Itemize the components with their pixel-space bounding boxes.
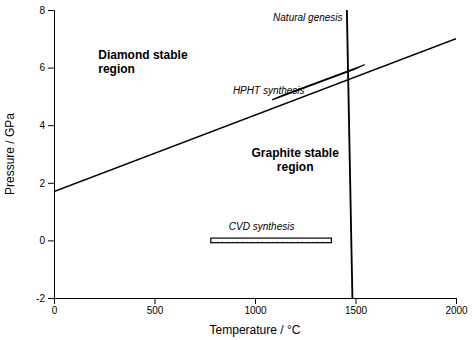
labels: Natural genesis HPHT synthesis CVD synthes… (98, 12, 342, 232)
tick: 4 (39, 120, 54, 131)
annotation-line: region (98, 62, 135, 76)
annotation-line: region (277, 160, 314, 174)
tick-mark (255, 298, 256, 304)
annotation-line: Graphite stable (252, 146, 340, 160)
tick-mark (48, 125, 54, 126)
region-label: Natural genesis (273, 12, 342, 23)
tick-mark (48, 10, 54, 11)
annotation: Graphite stableregion (252, 146, 340, 174)
tick-label: 2 (39, 178, 45, 189)
annotation: Diamond stableregion (98, 48, 188, 76)
axis-line (55, 299, 457, 305)
tick-mark (48, 183, 54, 184)
y-axis-title: Pressure / GPa (3, 113, 17, 195)
phase-line (54, 39, 456, 192)
tick-mark (48, 240, 54, 241)
tick-label: 4 (39, 120, 45, 131)
tick-label: 6 (39, 62, 45, 73)
annotation-line: Diamond stable (98, 48, 188, 62)
tick: 0 (52, 298, 58, 316)
plot-area (54, 10, 456, 298)
region-label: HPHT synthesis (233, 85, 305, 96)
tick-label: 8 (39, 5, 45, 16)
x-axis-title: Temperature / °C (210, 323, 301, 337)
tick-label: 500 (147, 305, 164, 316)
tick-mark (356, 298, 357, 304)
axis-line (48, 11, 55, 299)
tick-label: 1500 (345, 305, 368, 316)
tick: 8 (39, 5, 54, 16)
y-axis: -2 0 2 4 6 8 (36, 5, 54, 304)
tick: 2000 (445, 298, 468, 316)
tick-label: -2 (36, 293, 45, 304)
tick: 6 (39, 62, 54, 73)
tick: 500 (147, 298, 164, 316)
tick: 1000 (244, 298, 267, 316)
region-label: CVD synthesis (229, 221, 295, 232)
tick: 2 (39, 178, 54, 189)
tick: 1500 (345, 298, 368, 316)
x-axis: 0 500 1000 1500 2000 (52, 298, 468, 316)
tick-mark (48, 298, 54, 299)
tick-label: 1000 (244, 305, 267, 316)
tick: 0 (39, 235, 54, 246)
tick-label: 2000 (445, 305, 468, 316)
tick-mark (456, 298, 457, 304)
tick-mark (48, 68, 54, 69)
tick-label: 0 (52, 305, 58, 316)
tick-label: 0 (39, 235, 45, 246)
chart: 0 500 1000 1500 2000 -2 0 2 4 6 8 Temperature / °C P… (0, 0, 474, 340)
tick-mark (155, 298, 156, 304)
tick: -2 (36, 293, 54, 304)
rectangle-region (211, 238, 332, 243)
